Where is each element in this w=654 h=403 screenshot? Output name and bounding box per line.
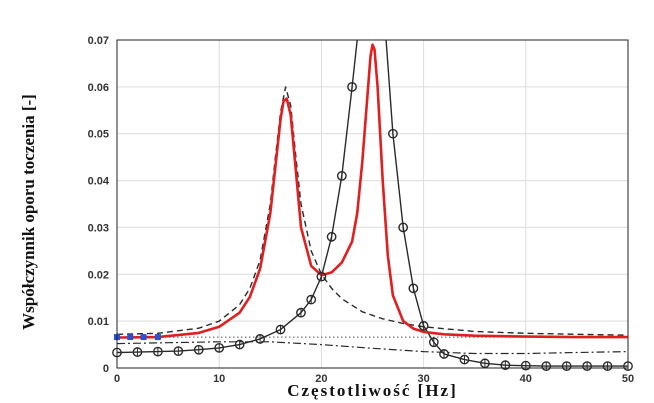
circle-marker — [306, 294, 317, 305]
blue-marker — [154, 334, 161, 341]
y-tick-label: 0.07 — [88, 35, 109, 47]
plot-frame — [116, 39, 629, 369]
circle-marker — [459, 354, 470, 365]
circle-marker — [275, 324, 286, 335]
circle-marker — [561, 361, 572, 372]
circle-marker — [234, 339, 245, 350]
circle-marker — [582, 361, 593, 372]
circle-marker — [418, 320, 429, 331]
circle-marker — [541, 361, 552, 372]
series-line-red — [117, 43, 628, 339]
blue-marker — [140, 334, 147, 341]
x-tick-label: 10 — [213, 373, 225, 385]
circle-marker — [439, 349, 449, 359]
y-tick-label: 0.03 — [88, 222, 109, 234]
circle-marker — [408, 283, 419, 294]
circle-marker — [398, 222, 409, 233]
marker-layer — [112, 81, 633, 372]
x-tick-label: 50 — [622, 373, 634, 385]
y-tick-label: 0.02 — [88, 269, 109, 281]
y-tick-label: 0.04 — [88, 176, 110, 188]
circle-marker — [296, 307, 306, 318]
blue-marker — [127, 334, 134, 341]
circle-marker — [602, 361, 613, 372]
circle-marker — [520, 360, 531, 371]
circle-marker — [214, 342, 225, 353]
x-tick-label: 20 — [315, 373, 327, 385]
y-tick-label: 0.05 — [88, 129, 109, 141]
circle-marker — [347, 81, 357, 92]
circle-marker — [132, 347, 143, 357]
x-tick-label: 0 — [114, 373, 120, 385]
series-line-circles — [117, 40, 628, 367]
circle-marker — [428, 337, 439, 348]
circle-marker — [326, 231, 337, 242]
circle-marker — [193, 344, 204, 355]
circle-marker — [173, 346, 184, 357]
y-tick-label: 0.06 — [88, 82, 109, 94]
plot-area — [117, 40, 628, 368]
tick-labels: 0 10 20 30 40 50 0 0.01 0.02 0.03 0.04 0.05 0.06 0.07 — [88, 35, 635, 385]
y-axis-label: Współczynnik oporu toczenia [-] — [19, 94, 38, 330]
y-tick-label: 0.01 — [88, 316, 109, 328]
y-tick-label: 0 — [103, 363, 109, 375]
x-tick-label: 40 — [520, 373, 532, 385]
series-line-dashdot — [117, 341, 628, 355]
circle-marker — [388, 128, 398, 139]
series-layer — [117, 40, 628, 367]
circle-marker — [336, 170, 347, 181]
series-line-dashed — [117, 86, 628, 336]
x-axis-label: Częstotliwość [Hz] — [287, 381, 458, 400]
circle-marker — [316, 271, 327, 282]
x-tick-label: 30 — [417, 373, 429, 385]
circle-marker — [500, 360, 511, 371]
circle-marker — [255, 334, 265, 344]
circle-marker — [152, 346, 163, 357]
